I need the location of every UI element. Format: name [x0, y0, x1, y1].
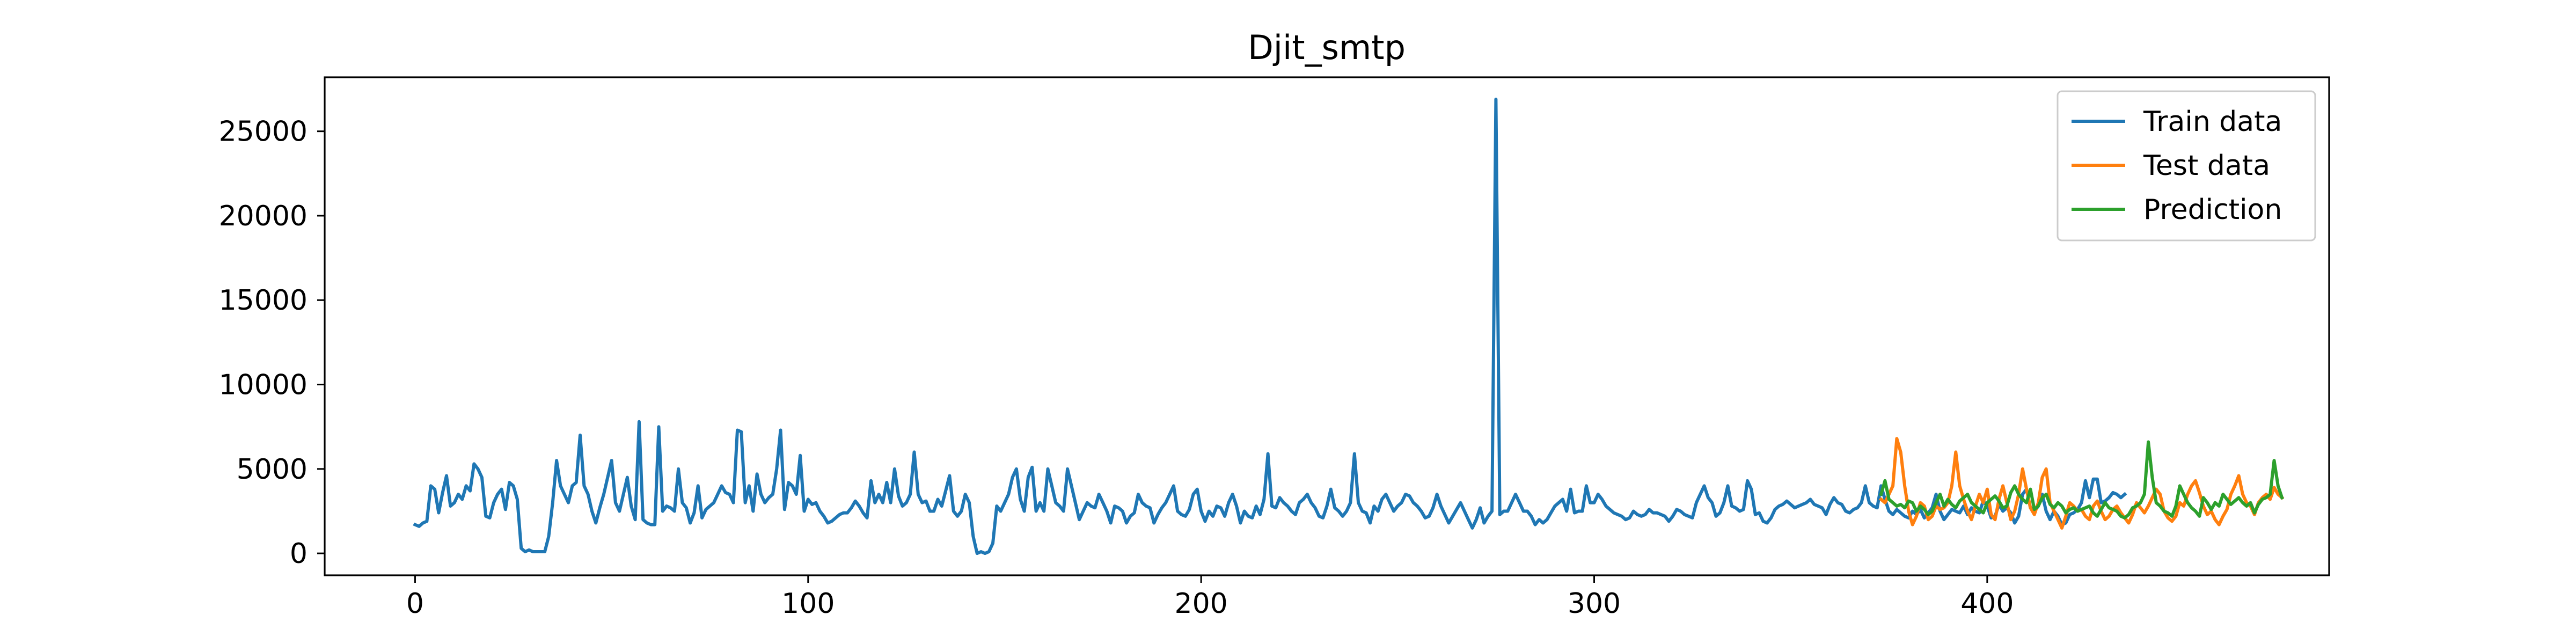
legend-label-0: Train data: [2143, 106, 2282, 138]
x-tick-label-2: 200: [1175, 588, 1228, 620]
y-tick-label-2: 10000: [219, 369, 308, 401]
y-tick-label-0: 0: [290, 538, 308, 570]
y-tick-label-5: 25000: [219, 116, 308, 148]
legend: Train data Test data Prediction: [2057, 90, 2316, 241]
y-tick-label-1: 5000: [237, 453, 308, 486]
y-axis: 0 5000 10000 15000 20000 25000: [219, 116, 325, 570]
chart-title: Djit_smtp: [1248, 28, 1406, 67]
series-line-0: [413, 97, 2127, 555]
x-axis: 0 100 200 300 400: [406, 575, 2014, 620]
legend-box: [2057, 90, 2316, 241]
y-tick-label-4: 20000: [219, 200, 308, 232]
x-tick-label-4: 400: [1960, 588, 2014, 620]
y-tick-label-3: 15000: [219, 284, 308, 317]
series-line-2: [1879, 440, 2284, 519]
plot-frame: [324, 76, 2330, 576]
x-tick-label-0: 0: [406, 588, 424, 620]
series-lines: [413, 97, 2285, 555]
x-tick-label-3: 300: [1568, 588, 1621, 620]
legend-label-2: Prediction: [2143, 194, 2282, 226]
x-tick-label-1: 100: [781, 588, 835, 620]
legend-label-1: Test data: [2143, 150, 2270, 182]
